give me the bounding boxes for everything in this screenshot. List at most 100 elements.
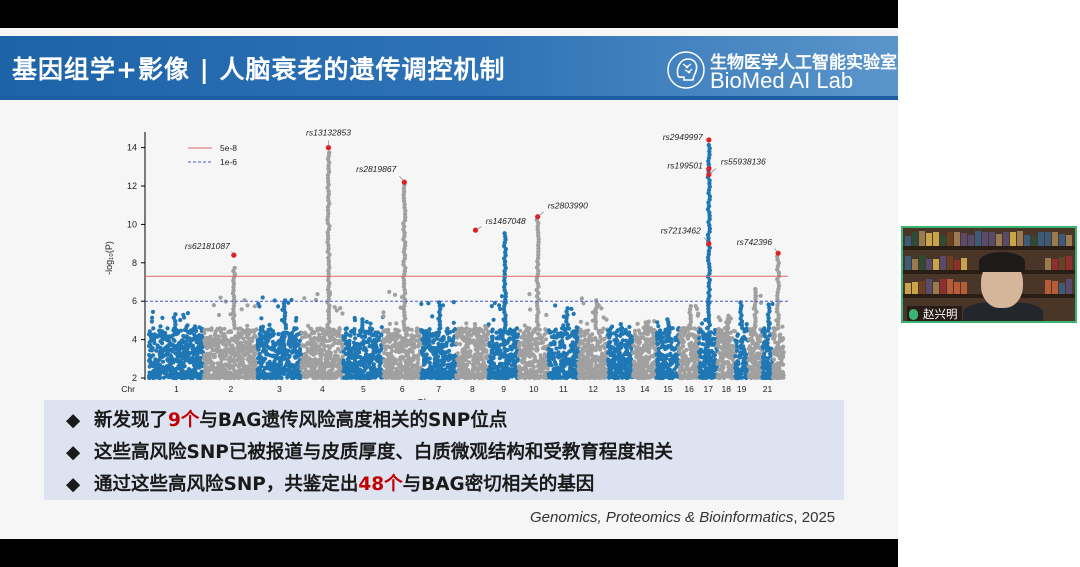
snp-point <box>433 353 438 358</box>
snp-point <box>231 346 236 351</box>
snp-point <box>611 373 616 378</box>
snp-point <box>180 356 186 361</box>
snp-point <box>198 344 203 349</box>
snp-point <box>567 349 572 354</box>
snp-point <box>212 331 217 337</box>
snp-point <box>260 295 265 300</box>
snp-point <box>620 354 625 359</box>
snp-point <box>619 325 625 331</box>
snp-point <box>295 343 300 348</box>
snp-point <box>349 361 354 366</box>
snp-point <box>407 342 412 347</box>
snp-point <box>189 330 194 335</box>
snp-point <box>616 362 621 367</box>
snp-point <box>407 356 412 361</box>
snp-point <box>288 362 294 367</box>
snp-point <box>168 348 173 353</box>
snp-point <box>231 284 236 290</box>
snp-point <box>538 367 543 372</box>
snp-point <box>509 372 514 377</box>
snp-point <box>416 357 421 362</box>
snp-point <box>174 332 179 337</box>
snp-point <box>476 360 481 365</box>
snp-point <box>211 303 216 308</box>
snp-point <box>501 372 506 377</box>
snp-point <box>408 366 414 371</box>
snp-point <box>371 352 376 357</box>
snp-point <box>257 342 262 348</box>
snp-point <box>227 340 232 345</box>
snp-point <box>527 363 532 368</box>
snp-point <box>404 351 409 356</box>
snp-point <box>436 331 441 336</box>
snp-point <box>654 368 659 373</box>
snp-point <box>625 357 630 362</box>
snp-point <box>519 335 524 340</box>
snp-point <box>364 352 370 357</box>
snp-point <box>518 368 523 373</box>
snp-point <box>232 325 237 331</box>
snp-point <box>642 372 647 377</box>
snp-point <box>184 334 189 339</box>
snp-point <box>585 321 590 326</box>
snp-point <box>274 353 279 358</box>
snp-point <box>384 344 389 349</box>
snp-point <box>286 300 291 305</box>
snp-point <box>240 355 245 360</box>
snp-point <box>527 292 532 297</box>
snp-point <box>627 324 632 330</box>
snp-point <box>628 334 633 339</box>
snp-point <box>338 306 343 311</box>
snp-point <box>355 341 360 347</box>
snp-point <box>601 361 606 366</box>
snp-point <box>350 353 355 359</box>
snp-point <box>371 339 376 344</box>
snp-point <box>578 334 583 339</box>
snp-point <box>415 326 420 331</box>
snp-point <box>626 341 631 346</box>
snp-point <box>601 375 606 380</box>
snp-point <box>598 339 603 344</box>
snp-point <box>557 375 562 380</box>
snp-point <box>637 354 642 359</box>
snp-point <box>157 328 162 333</box>
snp-point <box>517 345 522 350</box>
snp-point <box>364 319 369 324</box>
snp-point <box>542 355 547 360</box>
snp-point <box>328 369 333 374</box>
snp-point <box>534 348 539 353</box>
snp-point <box>581 369 586 374</box>
snp-point <box>467 350 472 355</box>
snp-point <box>227 347 232 352</box>
snp-point <box>218 355 223 360</box>
snp-point <box>484 336 489 341</box>
snp-point <box>593 336 598 341</box>
snp-point <box>464 363 469 368</box>
snp-point <box>491 361 496 366</box>
snp-point <box>498 306 503 312</box>
snp-point <box>158 354 163 359</box>
snp-point <box>185 345 190 350</box>
snp-point <box>525 351 530 356</box>
y-tick-label: 10 <box>127 219 137 229</box>
snp-point <box>309 365 315 370</box>
snp-point <box>640 346 645 351</box>
snp-point <box>577 342 582 347</box>
snp-point <box>376 335 381 340</box>
snp-point <box>270 329 276 334</box>
snp-point <box>173 371 179 376</box>
snp-point <box>251 366 256 371</box>
snp-point <box>497 363 503 368</box>
snp-point <box>588 360 593 365</box>
snp-point <box>571 367 576 372</box>
snp-point <box>282 368 287 373</box>
snp-point <box>195 361 200 366</box>
snp-point <box>231 287 236 293</box>
slide: 基因组学+影像 | 人脑衰老的遗传调控机制 生物医学人工智能实验室 BioMed… <box>0 28 898 539</box>
snp-point <box>218 295 223 300</box>
snp-point <box>276 332 281 337</box>
snp-point <box>420 345 425 350</box>
snp-point <box>319 338 324 343</box>
snp-point <box>491 317 496 322</box>
snp-point <box>594 298 599 303</box>
